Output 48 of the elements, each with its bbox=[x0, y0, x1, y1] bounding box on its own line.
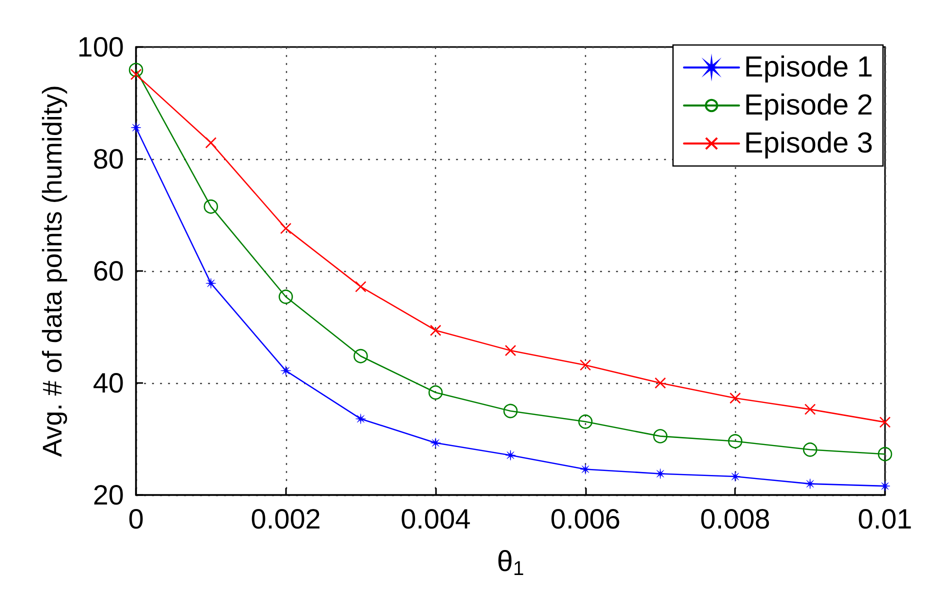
point bbox=[355, 281, 366, 292]
x-tick-label: 0.004 bbox=[400, 504, 471, 534]
legend-label: Episode 2 bbox=[744, 90, 874, 122]
point bbox=[804, 478, 816, 489]
point bbox=[428, 385, 443, 400]
point bbox=[130, 122, 142, 133]
y-axis-title: Avg. # of data points (humidity) bbox=[38, 85, 68, 457]
point bbox=[278, 290, 293, 304]
x-tick-label: 0 bbox=[128, 504, 144, 534]
point bbox=[504, 344, 516, 356]
point bbox=[280, 365, 291, 376]
point bbox=[503, 404, 518, 418]
legend-label: Episode 3 bbox=[744, 128, 874, 160]
point bbox=[128, 62, 144, 78]
point bbox=[354, 348, 368, 364]
point bbox=[580, 464, 591, 474]
x-tick-label: 0.002 bbox=[250, 504, 321, 534]
y-tick-label: 20 bbox=[92, 480, 124, 510]
point bbox=[580, 359, 592, 371]
point bbox=[730, 392, 741, 404]
point bbox=[728, 434, 742, 448]
point bbox=[130, 68, 142, 80]
point bbox=[280, 222, 292, 234]
point bbox=[430, 324, 442, 336]
point bbox=[505, 450, 516, 460]
y-tick-label: 80 bbox=[92, 144, 124, 174]
legend-label: Episode 1 bbox=[744, 52, 874, 84]
point bbox=[204, 199, 218, 214]
point bbox=[802, 442, 818, 457]
y-tick-label: 100 bbox=[77, 32, 124, 62]
point bbox=[356, 414, 366, 424]
point bbox=[655, 468, 666, 479]
point bbox=[804, 404, 816, 415]
point bbox=[878, 446, 892, 462]
point bbox=[578, 414, 593, 429]
point bbox=[880, 480, 890, 492]
x-tick-label: 0.01 bbox=[858, 504, 912, 534]
point bbox=[730, 471, 740, 482]
point bbox=[653, 429, 668, 444]
point bbox=[206, 278, 216, 289]
point bbox=[430, 438, 441, 448]
y-tick-label: 60 bbox=[92, 256, 124, 286]
point bbox=[205, 137, 217, 148]
y-tick-label: 40 bbox=[92, 368, 124, 398]
point bbox=[654, 377, 666, 389]
x-tick-label: 0.006 bbox=[550, 504, 620, 534]
x-tick-label: 0.008 bbox=[700, 504, 770, 534]
point bbox=[879, 416, 891, 428]
